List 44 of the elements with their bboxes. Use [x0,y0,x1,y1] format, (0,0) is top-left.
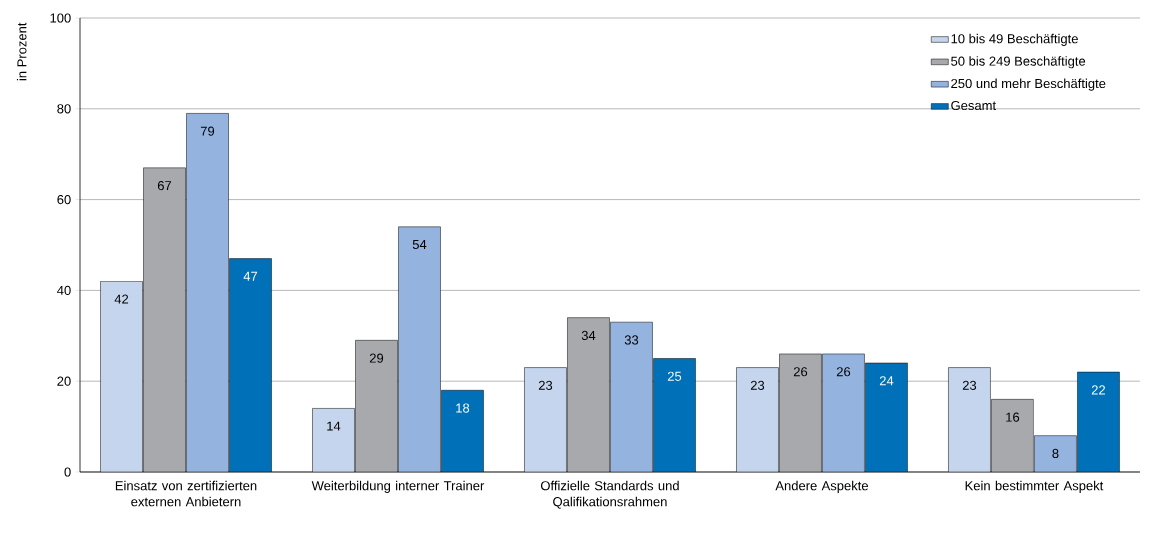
data-label: 24 [879,376,894,386]
y-tick-label: 60 [57,194,71,205]
data-label: 14 [327,421,341,431]
y-tick-label: 0 [64,467,71,477]
data-label: 33 [624,335,639,345]
y-axis-title: in Prozent [16,22,27,81]
data-label: 34 [581,330,596,341]
data-label: 54 [412,240,427,250]
legend-label: 50 bis 249 Beschäftigte [951,56,1086,69]
bar [991,399,1034,472]
data-label: 26 [836,367,851,377]
data-label: 18 [456,403,470,413]
y-tick-label: 40 [57,285,71,295]
x-tick-label: Offizielle Standards und Qalifikationsrahmen [540,480,679,509]
x-tick-label: Andere Aspekte [775,480,868,493]
data-label: 79 [200,126,215,136]
data-label: 25 [667,371,682,381]
data-label: 47 [243,271,258,281]
bar [736,367,779,472]
legend-label: 250 und mehr Beschäftigte [951,78,1106,91]
data-label: 23 [538,380,553,390]
bar [567,317,610,472]
data-label: 8 [1052,448,1059,459]
data-label: 23 [962,380,977,390]
bar [779,353,822,472]
x-tick-label: Weiterbildung interner Trainer [311,480,485,493]
data-label: 67 [157,181,172,191]
data-label: 16 [1006,412,1020,422]
bar [524,367,567,472]
data-label: 26 [793,367,808,377]
data-label: 29 [369,353,384,363]
bar [948,367,991,472]
bar [100,281,143,472]
data-label: 22 [1091,385,1106,395]
data-label: 23 [750,380,765,390]
y-tick-label: 20 [57,376,71,386]
legend-label: Gesamt [951,100,996,111]
y-tick-label: 80 [57,104,71,114]
x-tick-label: Kein bestimmter Aspekt [965,480,1104,493]
legend-label: 10 bis 49 Beschäftigte [951,33,1078,46]
x-tick-label: Einsatz von zertifizierten externen Anbietern [115,480,257,507]
y-tick-label: 100 [50,13,71,23]
data-label: 42 [114,294,129,304]
bar [312,408,355,472]
